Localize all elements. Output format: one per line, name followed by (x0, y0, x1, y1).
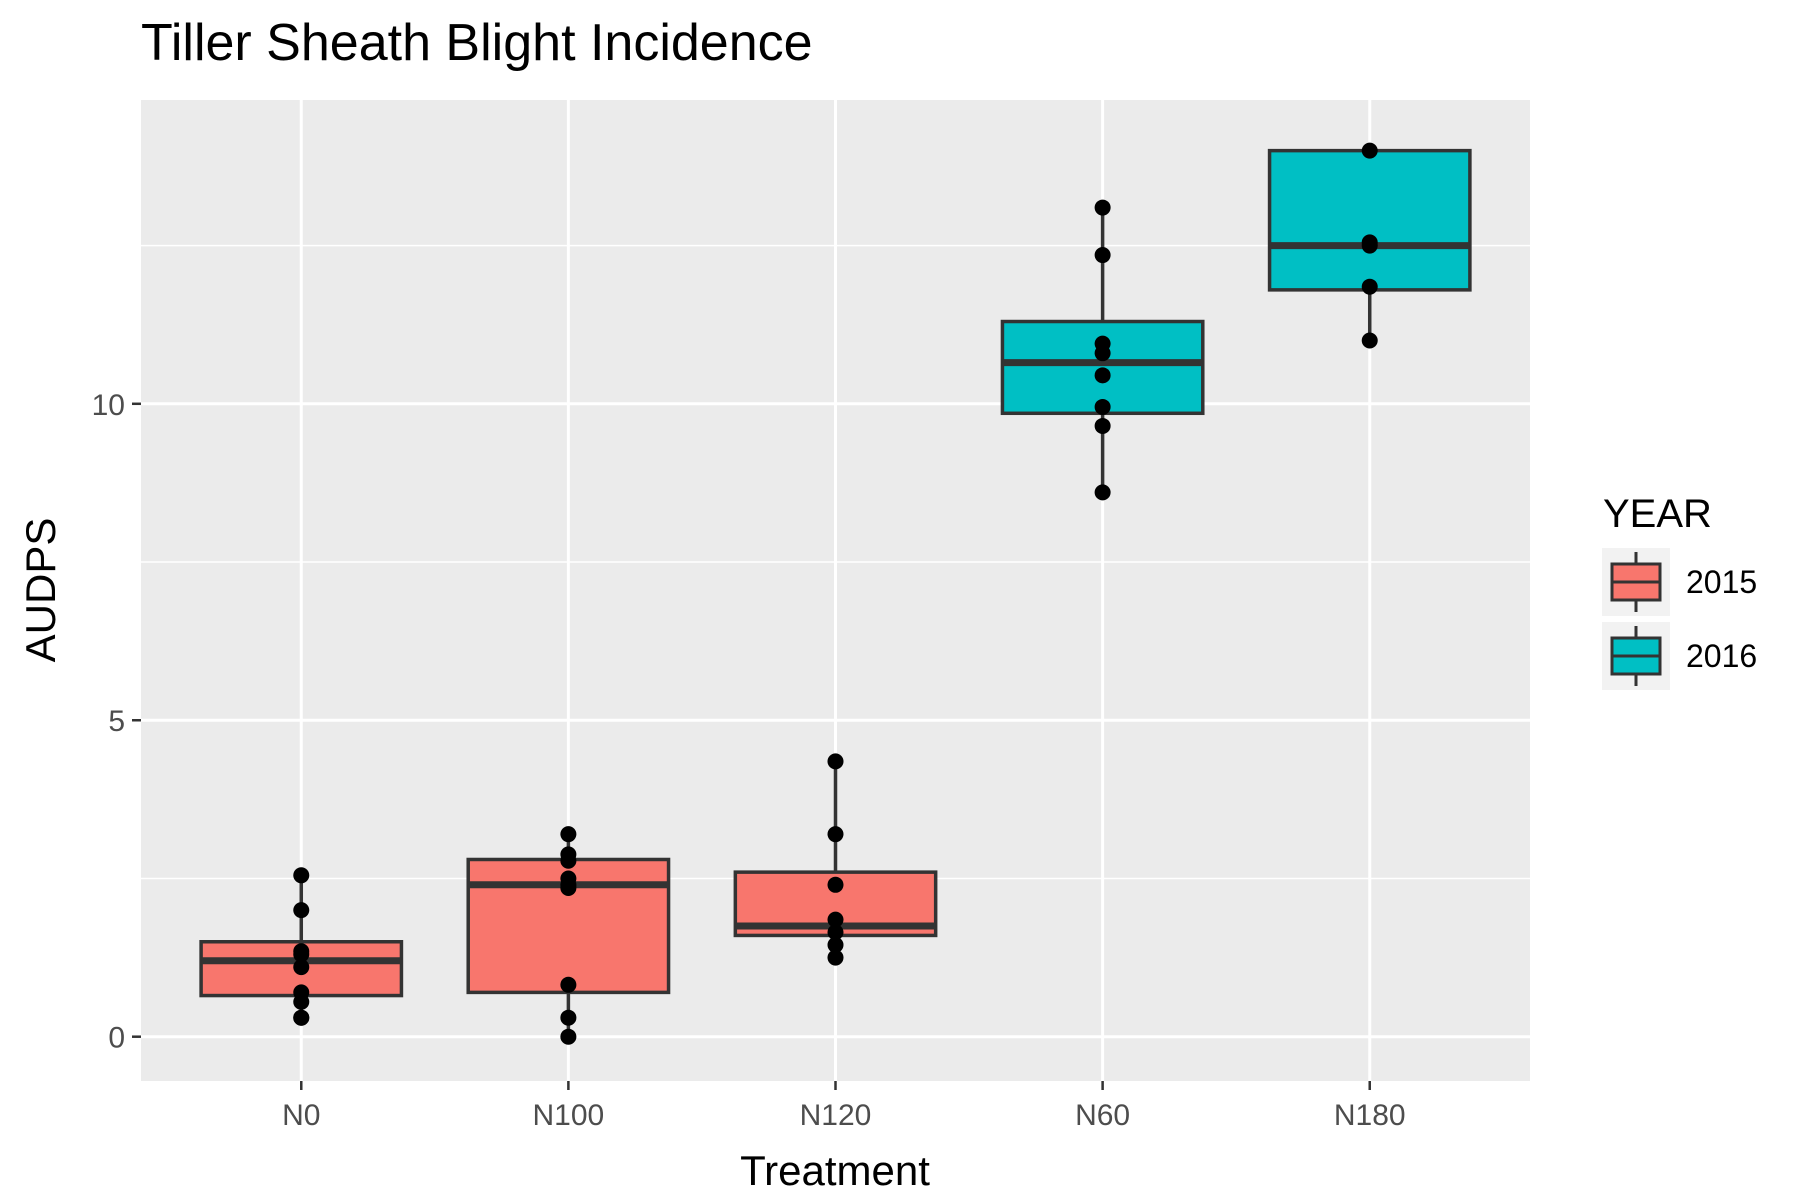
legend-item-2015: 2015 (1602, 548, 1757, 616)
data-point (1361, 332, 1378, 349)
data-point (293, 1009, 310, 1026)
x-tick-label: N180 (1334, 1099, 1406, 1132)
data-point (1361, 142, 1378, 159)
data-point (827, 911, 844, 928)
x-tick-label: N120 (800, 1099, 872, 1132)
x-tick-label: N60 (1075, 1099, 1130, 1132)
data-point (827, 826, 844, 843)
data-point (560, 1028, 577, 1045)
y-axis-title: AUDPS (17, 518, 64, 663)
data-point (1361, 278, 1378, 295)
data-point (1094, 367, 1111, 384)
data-point (560, 846, 577, 863)
legend-title: YEAR (1603, 492, 1712, 536)
data-point (293, 902, 310, 919)
legend-label: 2016 (1686, 638, 1757, 674)
data-point (560, 1009, 577, 1026)
data-point (827, 936, 844, 953)
x-axis: N0 N100 N120 N60 N180 (282, 1081, 1406, 1132)
y-axis: 0 5 10 (92, 389, 141, 1055)
data-point (293, 867, 310, 884)
data-point (1094, 484, 1111, 501)
legend-label: 2015 (1686, 564, 1757, 600)
x-tick-label: N0 (282, 1099, 320, 1132)
data-point (827, 949, 844, 966)
box-iqr (1267, 148, 1472, 292)
data-point (1094, 417, 1111, 434)
legend: YEAR 2015 2016 (1602, 492, 1757, 690)
data-point (1094, 247, 1111, 264)
data-point (560, 870, 577, 887)
data-point (293, 984, 310, 1001)
data-point (560, 826, 577, 843)
data-point (293, 959, 310, 976)
data-point (827, 876, 844, 893)
x-tick-label: N100 (533, 1099, 605, 1132)
y-tick-label: 5 (108, 705, 125, 738)
data-point (293, 943, 310, 960)
legend-item-2016: 2016 (1602, 622, 1757, 690)
data-point (1094, 335, 1111, 352)
data-point (827, 924, 844, 941)
data-point (827, 753, 844, 770)
x-axis-title: Treatment (740, 1147, 930, 1194)
y-tick-label: 0 (108, 1022, 125, 1055)
y-tick-label: 10 (92, 389, 125, 422)
data-point (560, 976, 577, 993)
data-point (1094, 398, 1111, 415)
data-point (1094, 199, 1111, 216)
data-point (1361, 234, 1378, 251)
chart-title: Tiller Sheath Blight Incidence (141, 14, 813, 72)
point-layer (293, 142, 1378, 1045)
box-N180 (1267, 148, 1472, 341)
